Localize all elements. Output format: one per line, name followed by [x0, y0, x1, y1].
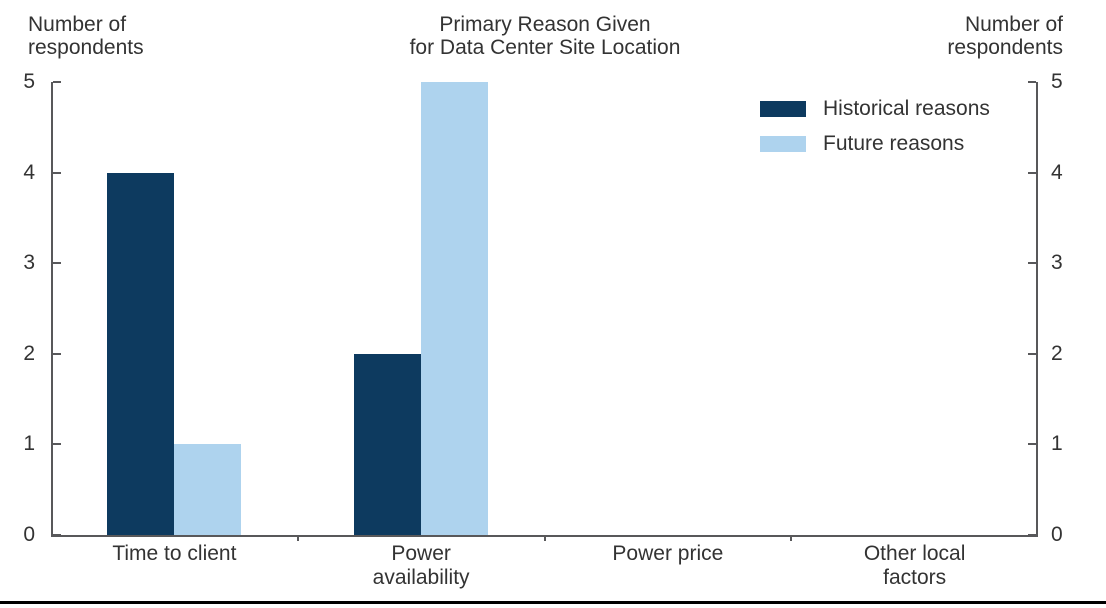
category-label: Time to client	[51, 542, 297, 566]
plot-area	[51, 81, 1038, 541]
right-axis-title-line1: Number of	[964, 13, 1063, 36]
category-label-line: availability	[372, 566, 470, 589]
legend-row: Future reasons	[760, 132, 990, 156]
y-axis-right	[1036, 82, 1038, 537]
right-axis-title-line2: respondents	[947, 36, 1063, 59]
y-tick-right	[1028, 171, 1036, 174]
y-tick-left	[53, 534, 61, 536]
y-tick-label-left: 3	[23, 251, 35, 275]
y-tick-right	[1028, 262, 1036, 265]
y-tick-label-left: 5	[23, 70, 35, 93]
bar-historical-1	[107, 172, 175, 535]
category-label-line: Other local	[863, 542, 966, 565]
legend-swatch-historical-icon	[760, 101, 806, 117]
chart-title-line1: Primary Reason Given	[439, 13, 651, 36]
category-label-line: factors	[883, 566, 947, 589]
y-tick-label-right: 1	[1051, 432, 1063, 456]
chart-title: Primary Reason Given for Data Center Sit…	[295, 13, 795, 59]
legend: Historical reasons Future reasons	[760, 97, 990, 167]
legend-row: Historical reasons	[760, 97, 990, 121]
y-tick-right	[1028, 534, 1036, 536]
y-tick-label-left: 1	[23, 432, 35, 456]
category-label-line: Time to client	[112, 542, 237, 565]
legend-label: Future reasons	[823, 132, 965, 155]
y-tick-label-right: 4	[1051, 160, 1063, 184]
left-axis-title: Number of respondents	[28, 13, 144, 59]
y-tick-left	[53, 262, 61, 265]
bottom-rule	[0, 601, 1106, 604]
y-tick-left	[53, 352, 61, 355]
y-tick-left	[53, 443, 61, 446]
y-tick-label-left: 0	[23, 523, 35, 546]
y-tick-label-left: 4	[23, 160, 35, 184]
left-axis-title-line2: respondents	[28, 36, 144, 59]
legend-label: Historical reasons	[823, 97, 990, 120]
y-tick-label-right: 5	[1051, 70, 1063, 93]
category-label: Power availability	[298, 542, 544, 590]
y-tick-right	[1028, 443, 1036, 446]
y-tick-left	[53, 81, 61, 83]
y-tick-label-right: 2	[1051, 341, 1063, 365]
x-tick	[790, 535, 793, 541]
y-axis-left	[51, 82, 53, 537]
y-tick-label-right: 3	[1051, 251, 1063, 275]
y-tick-label-left: 2	[23, 341, 35, 365]
category-label-line: Power	[391, 542, 451, 565]
x-tick	[296, 535, 299, 541]
chart-title-line2: for Data Center Site Location	[409, 36, 681, 59]
bar-future-1	[174, 444, 242, 535]
y-tick-right	[1028, 352, 1036, 355]
bar-historical-2	[354, 353, 422, 535]
category-label: Power price	[545, 542, 791, 566]
right-axis-title: Number of respondents	[947, 13, 1063, 59]
bar-future-2	[421, 82, 489, 535]
category-label: Other local factors	[792, 542, 1038, 590]
y-tick-label-right: 0	[1051, 523, 1063, 546]
x-tick	[543, 535, 546, 541]
y-tick-right	[1028, 81, 1036, 83]
left-axis-title-line1: Number of	[28, 13, 127, 36]
y-tick-left	[53, 171, 61, 174]
category-label-line: Power price	[612, 542, 724, 565]
legend-swatch-future-icon	[760, 136, 806, 152]
